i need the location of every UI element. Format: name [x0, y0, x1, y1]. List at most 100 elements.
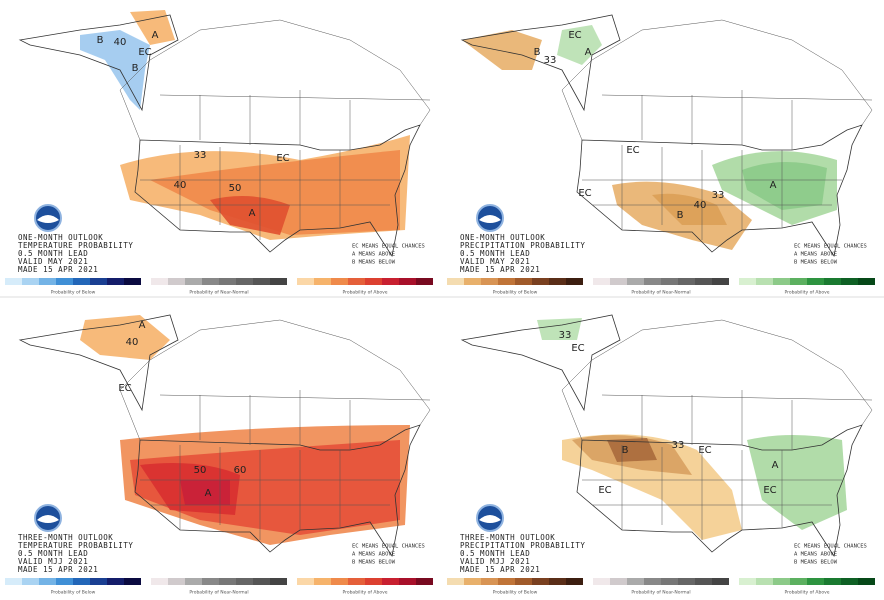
legend-line: A MEANS ABOVE — [352, 552, 395, 558]
colorbar-cell — [790, 578, 807, 585]
alaska-outline — [460, 314, 621, 412]
colorbar-cell — [593, 578, 610, 585]
title-line: PRECIPITATION PROBABILITY — [460, 241, 585, 250]
legend-line: EC MEANS EQUAL CHANCES — [352, 544, 425, 550]
colorbar-cell — [807, 578, 824, 585]
title-line: MADE 15 APR 2021 — [460, 265, 540, 274]
colorbar-cell — [566, 278, 583, 285]
colorbar-cell — [253, 578, 270, 585]
colorbar-cell — [416, 578, 433, 585]
colorbar-cell — [515, 578, 532, 585]
title-line: THREE-MONTH OUTLOOK — [18, 533, 113, 542]
map-label: EC — [626, 145, 639, 156]
map-label: B — [132, 63, 139, 74]
map-label: EC — [276, 153, 289, 164]
colorbar-cell — [348, 578, 365, 585]
colorbar-cell — [185, 578, 202, 585]
colorbar-cell — [712, 578, 729, 585]
map-label: A — [585, 47, 592, 58]
colorbar-caption: Probability of Below — [51, 290, 96, 296]
alaska-outline — [18, 314, 179, 412]
colorbar-cell — [399, 278, 416, 285]
colorbar-cell — [644, 278, 661, 285]
colorbar-caption: Probability of Near-Normal — [189, 290, 248, 296]
map-label: B — [534, 47, 541, 58]
colorbar-cell — [549, 578, 566, 585]
colorbar-cell — [348, 278, 365, 285]
alaska-outline — [18, 14, 179, 112]
legend-line: EC MEANS EQUAL CHANCES — [352, 244, 425, 250]
map-label: 40 — [174, 180, 187, 191]
colorbar-cell — [464, 578, 481, 585]
map-label: A — [770, 180, 777, 191]
colorbar-cell — [464, 278, 481, 285]
probability-area — [80, 315, 170, 360]
colorbar-caption: Probability of Above — [342, 590, 387, 596]
colorbar-cell — [22, 278, 39, 285]
map-label: 40 — [126, 337, 139, 348]
colorbar-cell — [107, 578, 124, 585]
title-line: 0.5 MONTH LEAD — [18, 249, 88, 258]
colorbar-cell — [481, 578, 498, 585]
colorbar-cell — [331, 578, 348, 585]
colorbar-cell — [627, 278, 644, 285]
map-label: EC — [118, 383, 131, 394]
colorbar-cell — [297, 278, 314, 285]
colorbar-cell — [399, 578, 416, 585]
colorbar-caption: Probability of Below — [51, 590, 96, 596]
probability-area — [180, 480, 230, 505]
map-label: B — [622, 445, 629, 456]
colorbar-cell — [807, 278, 824, 285]
title-line: PRECIPITATION PROBABILITY — [460, 541, 585, 550]
title-line: ONE-MONTH OUTLOOK — [18, 233, 103, 242]
map-label: 33 — [544, 55, 557, 66]
title-line: THREE-MONTH OUTLOOK — [460, 533, 555, 542]
probability-area — [747, 435, 847, 530]
colorbar-cell — [314, 578, 331, 585]
probability-area — [652, 193, 727, 225]
colorbar-cell — [314, 278, 331, 285]
colorbar-cell — [824, 278, 841, 285]
colorbar-cell — [773, 578, 790, 585]
map-label: EC — [578, 188, 591, 199]
colorbar-cell — [39, 278, 56, 285]
colorbar-caption: Probability of Near-Normal — [631, 590, 690, 596]
colorbar-cell — [678, 578, 695, 585]
map-label: 33 — [712, 190, 725, 201]
colorbar-cell — [858, 578, 875, 585]
legend-line: A MEANS ABOVE — [352, 252, 395, 258]
canada-lines — [119, 19, 431, 150]
colorbar-cell — [695, 578, 712, 585]
title-line: 0.5 MONTH LEAD — [460, 549, 530, 558]
colorbar-cell — [841, 278, 858, 285]
outlook-panel: 33 EC B 33 EC EC A EC THREE-MONTH OUTLOOKPRECIPI… — [447, 314, 875, 596]
colorbar-cell — [107, 278, 124, 285]
colorbar-cell — [610, 278, 627, 285]
colorbar-caption: Probability of Above — [784, 290, 829, 296]
colorbar-cell — [202, 278, 219, 285]
probability-area — [150, 150, 400, 235]
colorbar-cell — [5, 578, 22, 585]
state-lines — [582, 445, 842, 540]
state-lines — [582, 145, 842, 240]
colorbar-cell — [627, 578, 644, 585]
probability-area — [80, 30, 150, 110]
title-line: TEMPERATURE PROBABILITY — [18, 541, 133, 550]
us-outline — [576, 124, 863, 258]
colorbar-cell — [481, 278, 498, 285]
colorbar-cell — [549, 278, 566, 285]
title-line: VALID MAY 2021 — [18, 257, 88, 266]
colorbar-cell — [236, 278, 253, 285]
probability-area — [742, 161, 827, 210]
colorbar-caption: Probability of Above — [342, 290, 387, 296]
colorbar-caption: Probability of Below — [493, 590, 538, 596]
map-label: 33 — [559, 330, 572, 341]
legend-line: B MEANS BELOW — [794, 560, 838, 566]
colorbar-cell — [236, 578, 253, 585]
map-label: 33 — [194, 150, 207, 161]
colorbar-cell — [610, 578, 627, 585]
colorbar-cell — [90, 578, 107, 585]
map-label: 40 — [694, 200, 707, 211]
